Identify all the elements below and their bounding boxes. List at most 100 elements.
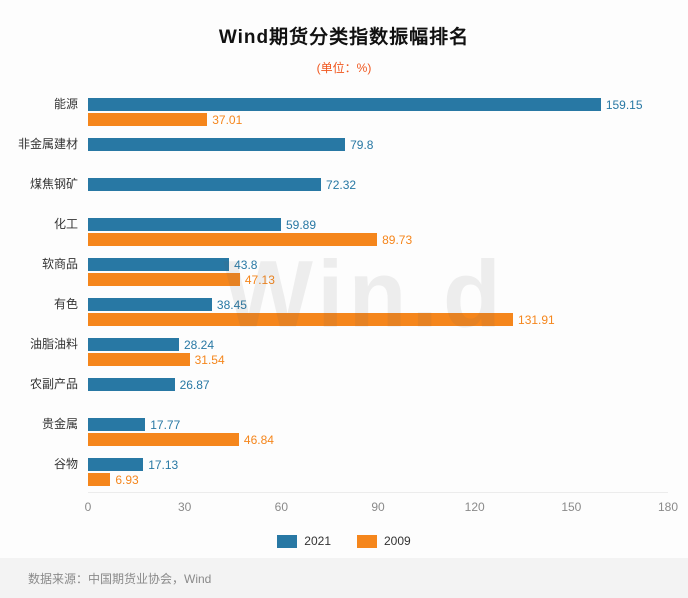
- bar-track: 26.87: [88, 377, 668, 392]
- chart-row: 煤焦钢矿 72.32: [0, 172, 688, 212]
- bar-track: 159.15: [88, 97, 668, 112]
- bar-value-label: 72.32: [326, 177, 357, 192]
- x-tick-label: 0: [84, 500, 92, 514]
- bar-value-label: 43.8: [234, 257, 258, 272]
- bar-value-label: 17.13: [148, 457, 179, 472]
- x-tick-label: 150: [561, 500, 582, 514]
- bar-track: 59.89: [88, 218, 668, 232]
- chart-title: Wind期货分类指数振幅排名: [218, 27, 470, 48]
- bar-value-label: 6.93: [115, 472, 139, 487]
- data-source: 数据来源：中国期货业协会，Wind: [0, 558, 688, 598]
- legend-swatch-icon: [357, 534, 377, 548]
- bar-track: 17.13: [88, 457, 668, 472]
- bar-track: 38.45: [88, 297, 668, 312]
- bar-2021[interactable]: [88, 378, 175, 391]
- bar-value-label: 31.54: [194, 352, 225, 367]
- bar-2009[interactable]: [88, 313, 514, 326]
- category-label: 煤焦钢矿: [29, 177, 78, 191]
- category-label: 非金属建材: [17, 137, 78, 151]
- bar-track: 79.8: [88, 137, 668, 152]
- bar-value-label: 26.87: [179, 377, 210, 392]
- bar-2021[interactable]: [88, 98, 601, 111]
- bar-group: 79.8: [88, 132, 668, 172]
- bar-group: 38.45 131.91: [88, 292, 668, 332]
- chart-row: 贵金属 17.77 46.84: [0, 412, 688, 452]
- bar-track: 31.54: [88, 352, 668, 367]
- bar-track: 89.73: [88, 232, 668, 247]
- bar-track: 72.32: [88, 177, 668, 192]
- category-label: 油脂油料: [29, 337, 78, 351]
- category-label: 能源: [53, 97, 78, 111]
- bar-group: 59.89 89.73: [88, 212, 668, 252]
- bar-value-label: 47.13: [244, 272, 275, 287]
- bar-value-label: 38.45: [216, 297, 247, 312]
- bar-track: 43.8: [88, 257, 668, 272]
- chart-row: 谷物 17.13 6.93: [0, 452, 688, 492]
- bar-value-label: 89.73: [382, 232, 413, 247]
- bar-2021[interactable]: [88, 218, 281, 231]
- x-tick-label: 30: [177, 500, 192, 514]
- bar-group: 17.13 6.93: [88, 452, 668, 492]
- bar-group: 17.77 46.84: [88, 412, 668, 452]
- bar-group: 159.15 37.01: [88, 92, 668, 132]
- bar-2009[interactable]: [88, 433, 239, 446]
- bar-2009[interactable]: [88, 273, 240, 286]
- bar-value-label: 37.01: [212, 112, 243, 127]
- x-tick-label: 180: [657, 500, 679, 514]
- category-label: 谷物: [53, 457, 78, 471]
- bar-track: 6.93: [88, 472, 668, 487]
- legend-item-2021[interactable]: 2021: [277, 534, 331, 548]
- bar-2009[interactable]: [88, 353, 190, 366]
- bar-track: 46.84: [88, 432, 668, 447]
- bar-2021[interactable]: [88, 138, 346, 151]
- legend-item-2009[interactable]: 2009: [357, 534, 411, 548]
- bar-track: 17.77: [88, 417, 668, 432]
- chart-row: 能源 159.15 37.01: [0, 92, 688, 132]
- bar-value-label: 131.91: [518, 312, 555, 327]
- bar-group: 26.87: [88, 372, 668, 412]
- legend: 2021 2009: [0, 534, 688, 548]
- legend-swatch-icon: [277, 534, 298, 548]
- chart-row: 软商品 43.8 47.13: [0, 252, 688, 292]
- bar-track: 131.91: [88, 312, 668, 327]
- bar-2009[interactable]: [88, 113, 208, 126]
- category-label: 化工: [53, 217, 78, 231]
- chart-row: 农副产品 26.87: [0, 372, 688, 412]
- plot-rows: 能源 159.15 37.01 非金属建材 79.8 煤焦钢矿 72.32 化工 59.89 89…: [0, 92, 688, 492]
- chart-row: 化工 59.89 89.73: [0, 212, 688, 252]
- bar-value-label: 28.24: [183, 337, 215, 352]
- bar-2021[interactable]: [88, 298, 212, 311]
- chart-row: 有色 38.45 131.91: [0, 292, 688, 332]
- bar-track: 37.01: [88, 112, 668, 127]
- bar-2021[interactable]: [88, 178, 322, 191]
- bar-value-label: 159.15: [605, 97, 643, 112]
- bar-2021[interactable]: [88, 418, 146, 431]
- bar-group: 72.32: [88, 172, 668, 212]
- bar-value-label: 79.8: [350, 137, 374, 152]
- bar-2021[interactable]: [88, 338, 179, 351]
- legend-label: 2021: [304, 534, 331, 548]
- bar-2021[interactable]: [88, 258, 230, 271]
- chart-row: 油脂油料 28.24 31.54: [0, 332, 688, 372]
- category-label: 软商品: [41, 257, 78, 271]
- category-label: 有色: [53, 297, 78, 311]
- bar-group: 28.24 31.54: [88, 332, 668, 372]
- x-tick-label: 60: [274, 500, 289, 514]
- chart-subtitle: (单位：%): [316, 61, 372, 75]
- bar-value-label: 17.77: [150, 417, 181, 432]
- x-tick-label: 120: [464, 500, 485, 514]
- legend-label: 2009: [384, 534, 411, 548]
- bar-2021[interactable]: [88, 458, 144, 471]
- category-label: 贵金属: [41, 417, 78, 431]
- bar-value-label: 46.84: [243, 432, 274, 447]
- plot-area: 能源 159.15 37.01 非金属建材 79.8 煤焦钢矿 72.32 化工 59.89 89…: [0, 92, 688, 516]
- bar-track: 28.24: [88, 337, 668, 352]
- bar-group: 43.8 47.13: [88, 252, 668, 292]
- bar-track: 47.13: [88, 272, 668, 287]
- bar-2009[interactable]: [88, 473, 111, 486]
- category-label: 农副产品: [29, 377, 78, 391]
- x-axis: 0 30 60 90 120 150 180: [84, 492, 678, 516]
- x-tick-label: 90: [371, 500, 385, 514]
- bar-2009[interactable]: [88, 233, 378, 246]
